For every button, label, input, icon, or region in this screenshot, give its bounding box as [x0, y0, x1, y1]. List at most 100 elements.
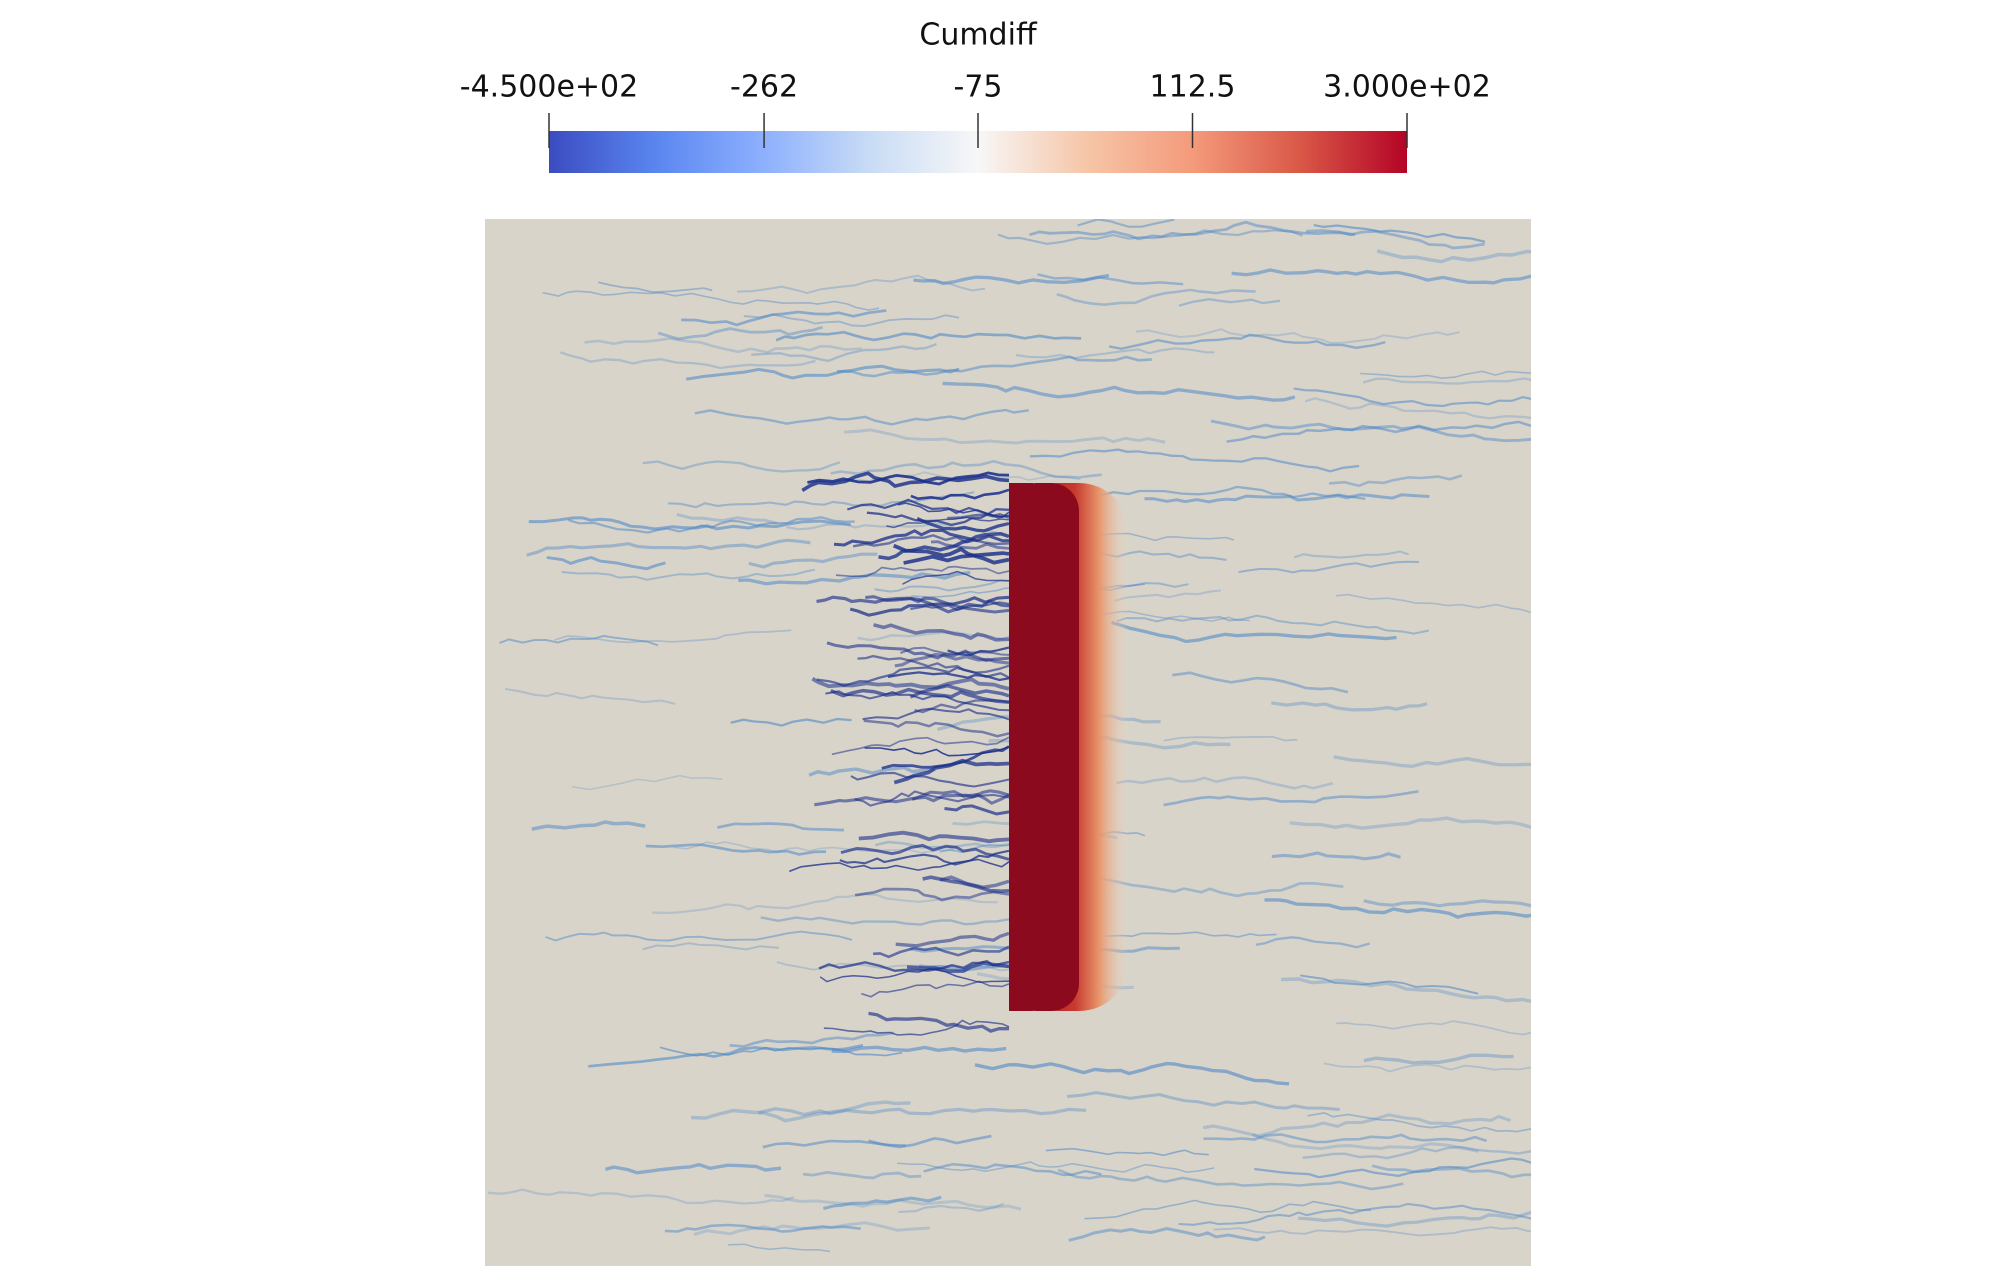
streak [546, 555, 666, 571]
streak [584, 337, 862, 354]
streak [808, 765, 936, 777]
streak [1077, 219, 1175, 228]
finger [825, 690, 1010, 712]
finger [903, 551, 1010, 565]
streak [1333, 755, 1531, 768]
streak [542, 290, 880, 311]
streak [1163, 735, 1298, 742]
streak [1213, 1226, 1531, 1237]
colorbar-tick-label: -262 [730, 70, 798, 105]
finger [826, 641, 1010, 663]
streak [1231, 268, 1531, 285]
finger [823, 1019, 1010, 1036]
streak [685, 364, 960, 381]
finger [909, 683, 1010, 699]
streak [748, 552, 878, 569]
streak [528, 516, 851, 531]
streak [1067, 1091, 1340, 1111]
streak [1037, 273, 1184, 286]
streak [568, 516, 855, 534]
finger [849, 595, 1010, 617]
streak [802, 1170, 922, 1180]
streak [504, 687, 676, 706]
streak [1172, 671, 1349, 694]
streak [561, 568, 815, 581]
finger [816, 595, 1010, 614]
finger [850, 771, 1010, 788]
field-image [485, 219, 1531, 1266]
finger [854, 790, 1010, 807]
streak [1057, 1168, 1404, 1191]
streak [830, 459, 1102, 479]
streak [1084, 1199, 1372, 1220]
red-region-edge [1009, 483, 1033, 1011]
finger [873, 945, 1010, 959]
colorbar-tick-label: 112.5 [1150, 70, 1236, 105]
streak [1045, 1147, 1209, 1157]
finger [878, 532, 1010, 561]
streak [1056, 288, 1256, 307]
streak [974, 1061, 1290, 1086]
streak [942, 381, 1296, 402]
finger [868, 1011, 1010, 1033]
streak [764, 1193, 1022, 1211]
finger [916, 517, 1010, 533]
finger [840, 843, 1010, 861]
finger [947, 512, 1010, 520]
streak [1371, 1164, 1531, 1179]
finger [831, 736, 1010, 756]
streak [1335, 593, 1531, 614]
streak [737, 274, 986, 295]
streak [823, 1195, 942, 1211]
streak [571, 774, 723, 791]
streak [997, 229, 1303, 246]
streak [729, 1031, 895, 1048]
streak [1271, 851, 1401, 861]
streak [730, 717, 852, 727]
streak [604, 1162, 782, 1175]
streak [1302, 1145, 1531, 1160]
streak [1362, 377, 1531, 385]
finger [862, 707, 1010, 721]
finger [819, 967, 1010, 984]
streak [1029, 220, 1356, 241]
streak [913, 273, 1110, 286]
streak [657, 325, 824, 341]
streak [831, 1045, 1007, 1054]
streak [751, 342, 937, 363]
streak [898, 1202, 1005, 1214]
finger [835, 565, 1010, 578]
finger [863, 719, 1010, 738]
streak [1363, 899, 1531, 908]
finger [922, 875, 1010, 894]
finger [854, 887, 1010, 902]
streak [1178, 1202, 1531, 1226]
streak [1300, 974, 1479, 995]
streak [775, 330, 1082, 342]
colorbar-tick-label: -4.500e+02 [460, 70, 638, 105]
streak [1264, 898, 1531, 919]
finger [947, 646, 1010, 657]
finger [902, 570, 1010, 585]
streak [1135, 328, 1460, 345]
finger [892, 543, 1010, 565]
streak [531, 820, 646, 831]
finger [857, 654, 1010, 674]
finger [914, 699, 1010, 714]
streak [681, 309, 887, 327]
finger [801, 471, 1010, 492]
streak [597, 281, 713, 294]
streak [844, 428, 1166, 445]
streak [1254, 1157, 1531, 1179]
streak [1203, 1133, 1488, 1144]
streak [1304, 397, 1531, 420]
finger [789, 858, 1010, 873]
streak [693, 1221, 930, 1236]
streak [1328, 474, 1463, 488]
streak [836, 355, 1152, 378]
streak [652, 892, 998, 915]
streak [1307, 1112, 1531, 1133]
colorbar-title: Cumdiff [919, 18, 1038, 53]
colorbar-tick-label: 3.000e+02 [1323, 70, 1491, 105]
